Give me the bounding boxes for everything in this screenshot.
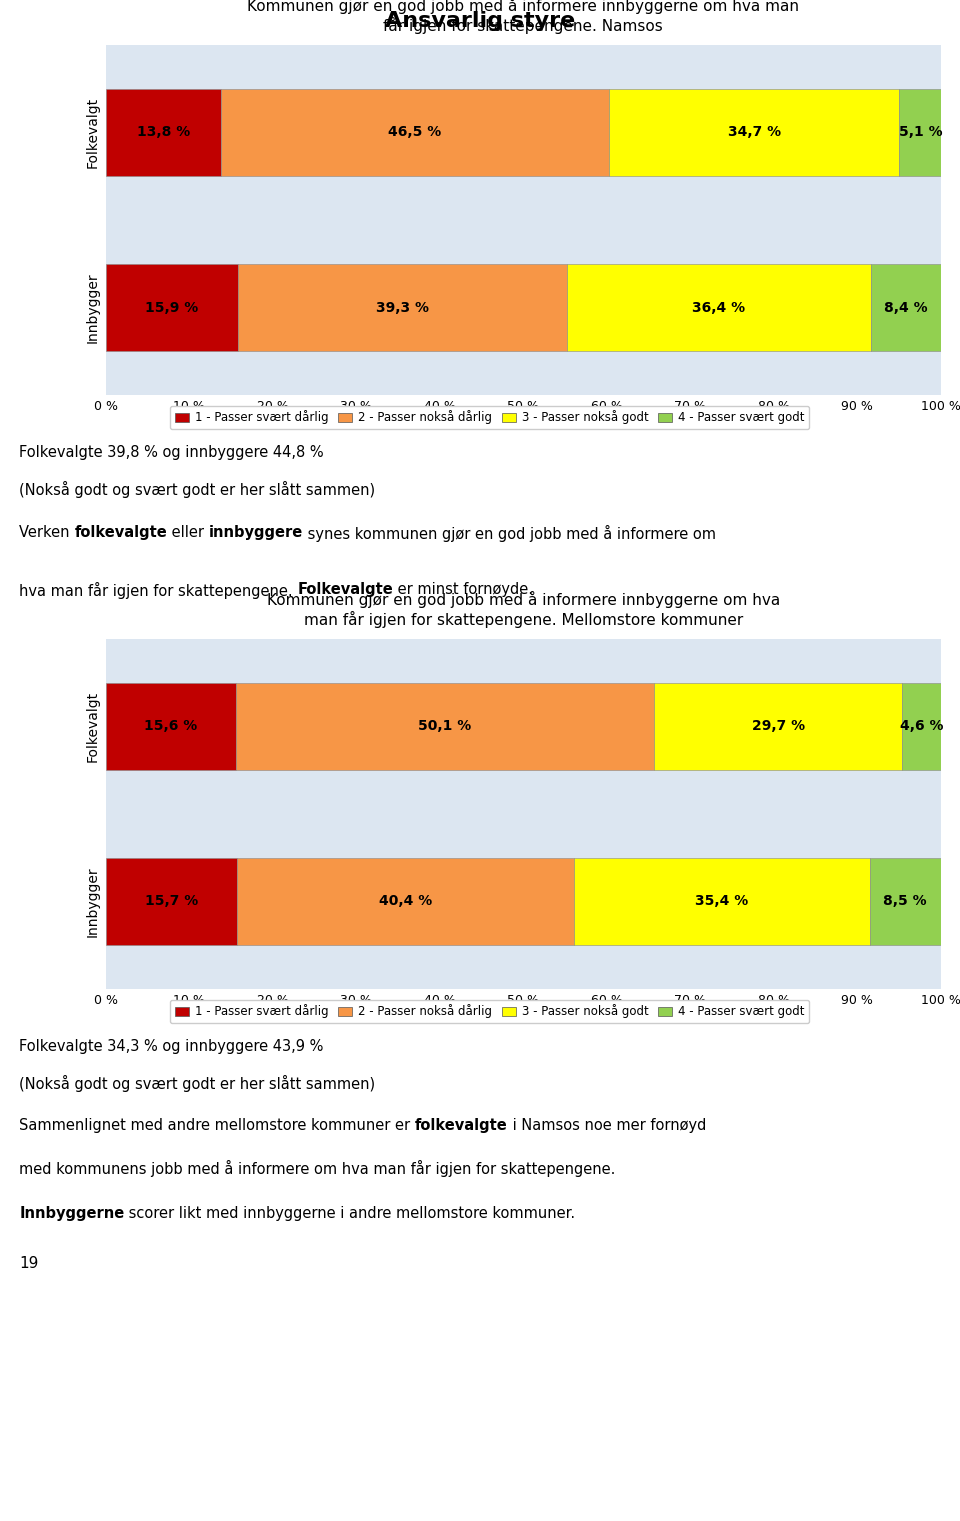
Text: 15,6 %: 15,6 % [144,719,198,733]
Text: er minst fornøyde.: er minst fornøyde. [394,583,533,598]
Bar [236,683,655,770]
Text: 19: 19 [19,1255,38,1270]
Text: Innbyggerne: Innbyggerne [19,1206,125,1220]
Bar [574,858,870,945]
Text: 8,5 %: 8,5 % [883,894,927,908]
Text: i Namsos noe mer fornøyd: i Namsos noe mer fornøyd [508,1118,706,1133]
Legend: 1 - Passer svært dårlig, 2 - Passer nokså dårlig, 3 - Passer nokså godt, 4 - Pas: 1 - Passer svært dårlig, 2 - Passer noks… [170,406,809,429]
Text: Sammenlignet med andre mellomstore kommuner er: Sammenlignet med andre mellomstore kommu… [19,1118,415,1133]
Title: Kommunen gjør en god jobb med å informere innbyggerne om hva man
får igjen for s: Kommunen gjør en god jobb med å informer… [247,0,799,33]
Bar [902,683,941,770]
Bar [106,221,941,395]
Text: 36,4 %: 36,4 % [692,301,745,315]
Text: 4,6 %: 4,6 % [900,719,944,733]
Text: 34,7 %: 34,7 % [728,126,780,140]
Text: hva man får igjen for skattepengene.: hva man får igjen for skattepengene. [19,583,298,599]
Text: folkevalgte: folkevalgte [74,525,167,540]
Text: scorer likt med innbyggerne i andre mellomstore kommuner.: scorer likt med innbyggerne i andre mell… [125,1206,576,1220]
Text: med kommunens jobb med å informere om hva man får igjen for skattepengene.: med kommunens jobb med å informere om hv… [19,1161,615,1177]
Text: Ansvarlig styre: Ansvarlig styre [385,11,575,30]
Bar [106,46,941,221]
Legend: 1 - Passer svært dårlig, 2 - Passer nokså dårlig, 3 - Passer nokså godt, 4 - Pas: 1 - Passer svært dårlig, 2 - Passer noks… [170,999,809,1024]
Text: 35,4 %: 35,4 % [695,894,749,908]
Text: 5,1 %: 5,1 % [899,126,942,140]
Text: 50,1 %: 50,1 % [419,719,471,733]
Bar [106,858,237,945]
Bar [900,88,942,176]
Text: 13,8 %: 13,8 % [136,126,190,140]
Text: 15,9 %: 15,9 % [145,301,199,315]
Text: Folkevalgte 39,8 % og innbyggere 44,8 %: Folkevalgte 39,8 % og innbyggere 44,8 % [19,446,324,459]
Title: Kommunen gjør en god jobb med å informere innbyggerne om hva
man får igjen for s: Kommunen gjør en god jobb med å informer… [267,592,780,628]
Bar [870,858,941,945]
Bar [566,263,871,351]
Bar [871,263,941,351]
Bar [106,88,221,176]
Text: Folkevalgte 34,3 % og innbyggere 43,9 %: Folkevalgte 34,3 % og innbyggere 43,9 % [19,1039,324,1054]
Text: Folkevalgte: Folkevalgte [298,583,394,598]
Bar [106,683,236,770]
Text: (Nokså godt og svært godt er her slått sammen): (Nokså godt og svært godt er her slått s… [19,1075,375,1092]
Bar [655,683,902,770]
Bar [221,88,610,176]
Text: 40,4 %: 40,4 % [379,894,432,908]
Text: synes kommunen gjør en god jobb med å informere om: synes kommunen gjør en god jobb med å in… [303,525,716,541]
Bar [238,263,566,351]
Text: 15,7 %: 15,7 % [145,894,198,908]
Text: 46,5 %: 46,5 % [389,126,442,140]
Text: 8,4 %: 8,4 % [884,301,927,315]
Bar [106,263,238,351]
Text: (Nokså godt og svært godt er her slått sammen): (Nokså godt og svært godt er her slått s… [19,481,375,497]
Text: folkevalgte: folkevalgte [415,1118,508,1133]
Bar [106,639,941,814]
Text: eller: eller [167,525,208,540]
Bar [237,858,574,945]
Text: innbyggere: innbyggere [208,525,303,540]
Bar [610,88,899,176]
Text: 39,3 %: 39,3 % [376,301,429,315]
Text: Verken: Verken [19,525,74,540]
Bar [106,814,941,989]
Text: 29,7 %: 29,7 % [752,719,804,733]
